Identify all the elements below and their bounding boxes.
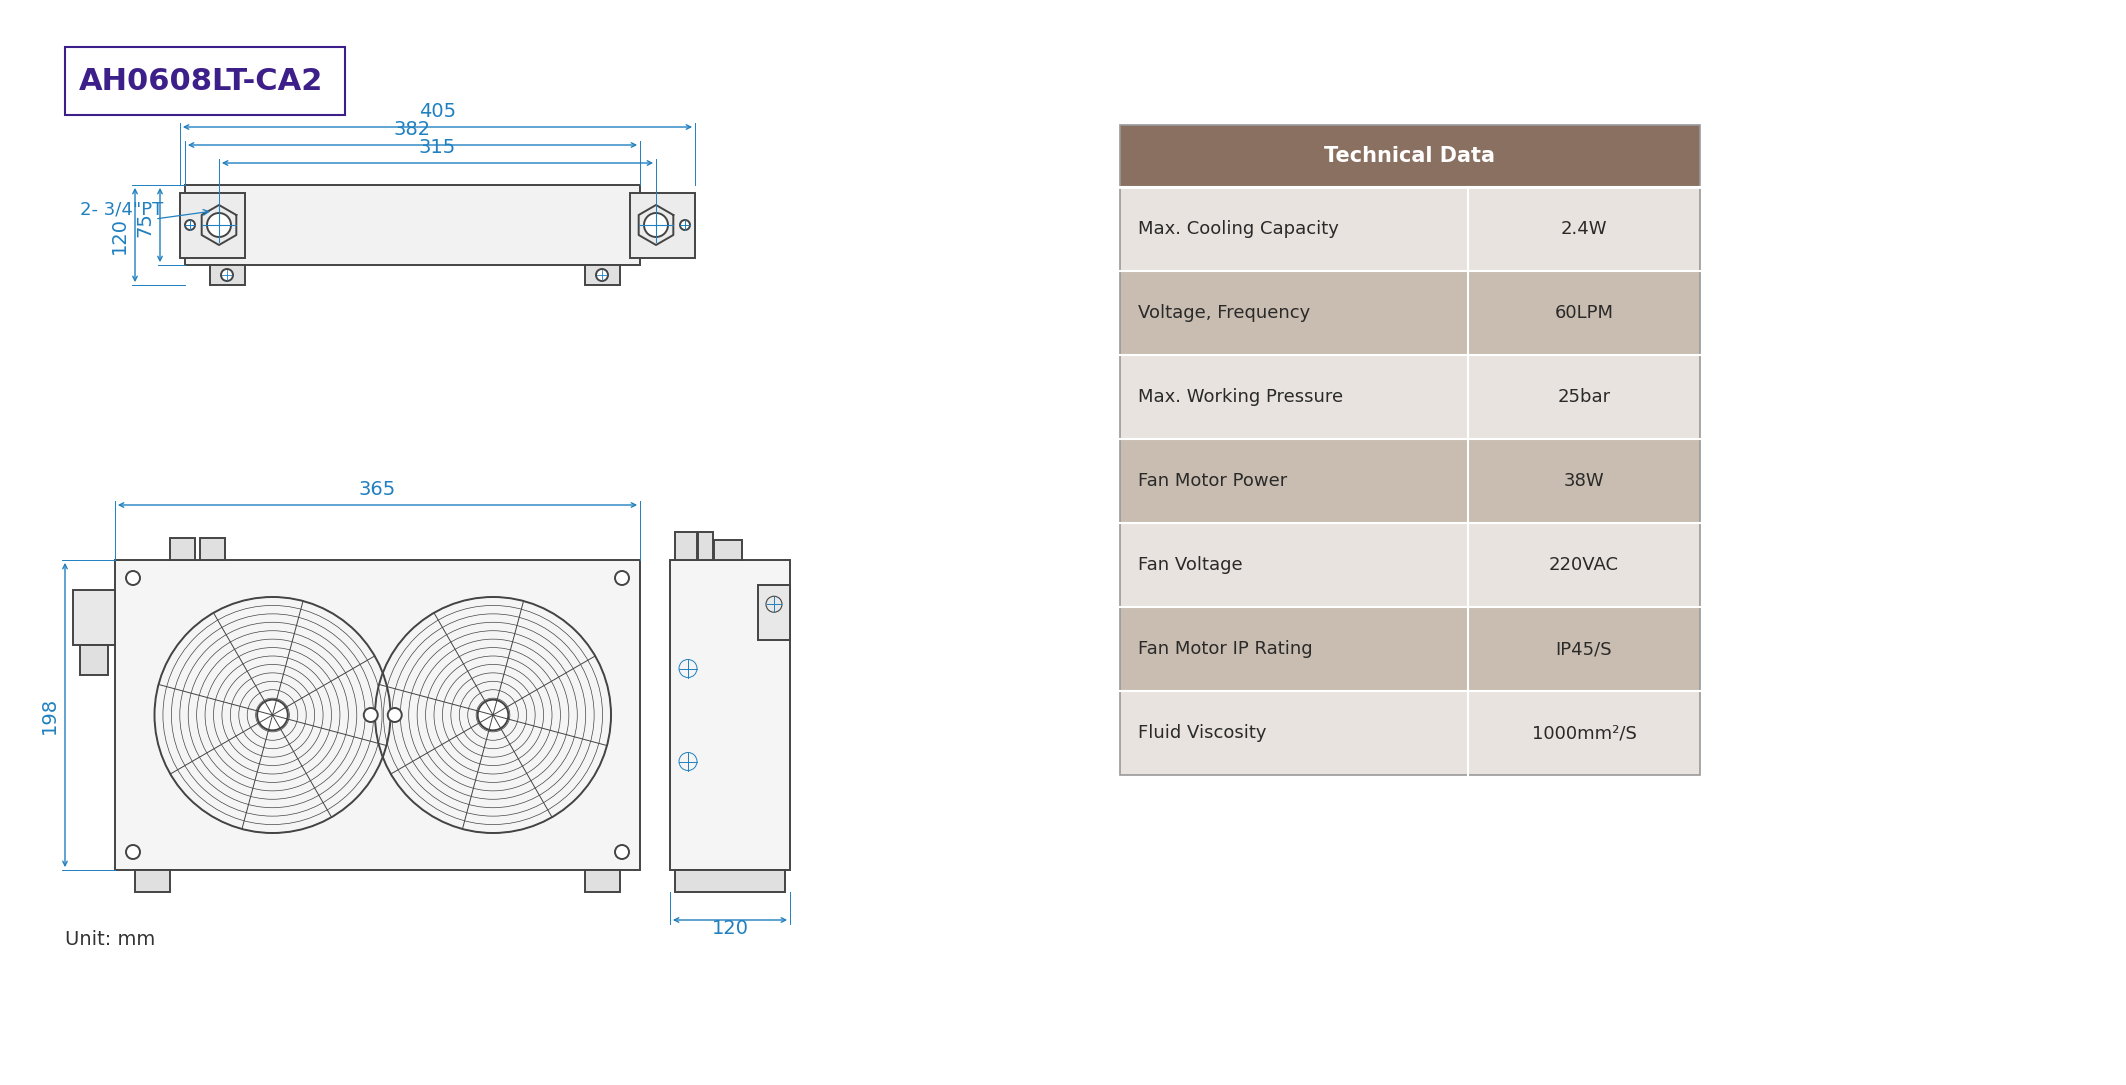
Text: 198: 198 [40, 697, 60, 733]
Circle shape [185, 220, 196, 230]
Bar [115, 560, 640, 870]
Text: 405: 405 [419, 102, 457, 122]
Bar [134, 870, 170, 892]
Bar [81, 644, 108, 675]
Bar [1120, 187, 1701, 271]
Circle shape [614, 845, 629, 859]
Bar [585, 265, 621, 285]
Bar [72, 590, 115, 644]
Text: 120: 120 [712, 919, 748, 939]
Circle shape [206, 213, 232, 237]
Bar [674, 870, 784, 892]
Bar [1120, 355, 1701, 439]
Text: 25bar: 25bar [1558, 388, 1612, 406]
Bar [1120, 271, 1701, 355]
Circle shape [680, 220, 691, 230]
Bar [170, 538, 196, 560]
Text: Max. Cooling Capacity: Max. Cooling Capacity [1137, 220, 1339, 238]
Circle shape [478, 700, 508, 730]
Text: Voltage, Frequency: Voltage, Frequency [1137, 304, 1310, 322]
Bar [185, 186, 640, 265]
Text: Technical Data: Technical Data [1324, 146, 1495, 166]
Text: 2.4W: 2.4W [1560, 220, 1607, 238]
Bar [66, 47, 344, 115]
Circle shape [125, 845, 140, 859]
Text: 75: 75 [134, 213, 153, 238]
Bar [1120, 607, 1701, 691]
Text: Fluid Viscosity: Fluid Viscosity [1137, 724, 1267, 742]
Text: 60LPM: 60LPM [1554, 304, 1614, 322]
Text: Fan Motor IP Rating: Fan Motor IP Rating [1137, 640, 1312, 658]
Circle shape [387, 709, 402, 722]
Text: 38W: 38W [1565, 472, 1605, 490]
Bar [200, 538, 225, 560]
Bar [1120, 691, 1701, 775]
Bar [585, 870, 621, 892]
Circle shape [595, 269, 608, 281]
Text: 382: 382 [393, 120, 432, 139]
Bar [759, 585, 791, 640]
Bar [670, 560, 791, 870]
Text: 1000mm²/S: 1000mm²/S [1531, 724, 1637, 742]
Text: Max. Working Pressure: Max. Working Pressure [1137, 388, 1344, 406]
Bar [714, 540, 742, 560]
Text: 2- 3/4"PT: 2- 3/4"PT [81, 201, 164, 219]
Circle shape [125, 571, 140, 585]
Circle shape [364, 709, 378, 722]
Bar [181, 192, 244, 257]
Bar [674, 532, 697, 560]
Circle shape [644, 213, 668, 237]
Text: Fan Motor Power: Fan Motor Power [1137, 472, 1286, 490]
Text: 365: 365 [359, 480, 395, 499]
Bar [210, 265, 244, 285]
Text: Unit: mm: Unit: mm [66, 930, 155, 949]
Bar [697, 532, 712, 560]
Bar [1120, 523, 1701, 607]
Text: 315: 315 [419, 138, 457, 157]
Circle shape [221, 269, 234, 281]
Bar [629, 192, 695, 257]
Text: 220VAC: 220VAC [1550, 556, 1620, 574]
Bar [1120, 125, 1701, 775]
Circle shape [257, 700, 287, 730]
Text: 120: 120 [111, 217, 130, 254]
Bar [1120, 439, 1701, 523]
Text: AH0608LT-CA2: AH0608LT-CA2 [79, 66, 323, 95]
Text: IP45/S: IP45/S [1556, 640, 1612, 658]
Text: Fan Voltage: Fan Voltage [1137, 556, 1242, 574]
Circle shape [614, 571, 629, 585]
Bar [1120, 125, 1701, 187]
